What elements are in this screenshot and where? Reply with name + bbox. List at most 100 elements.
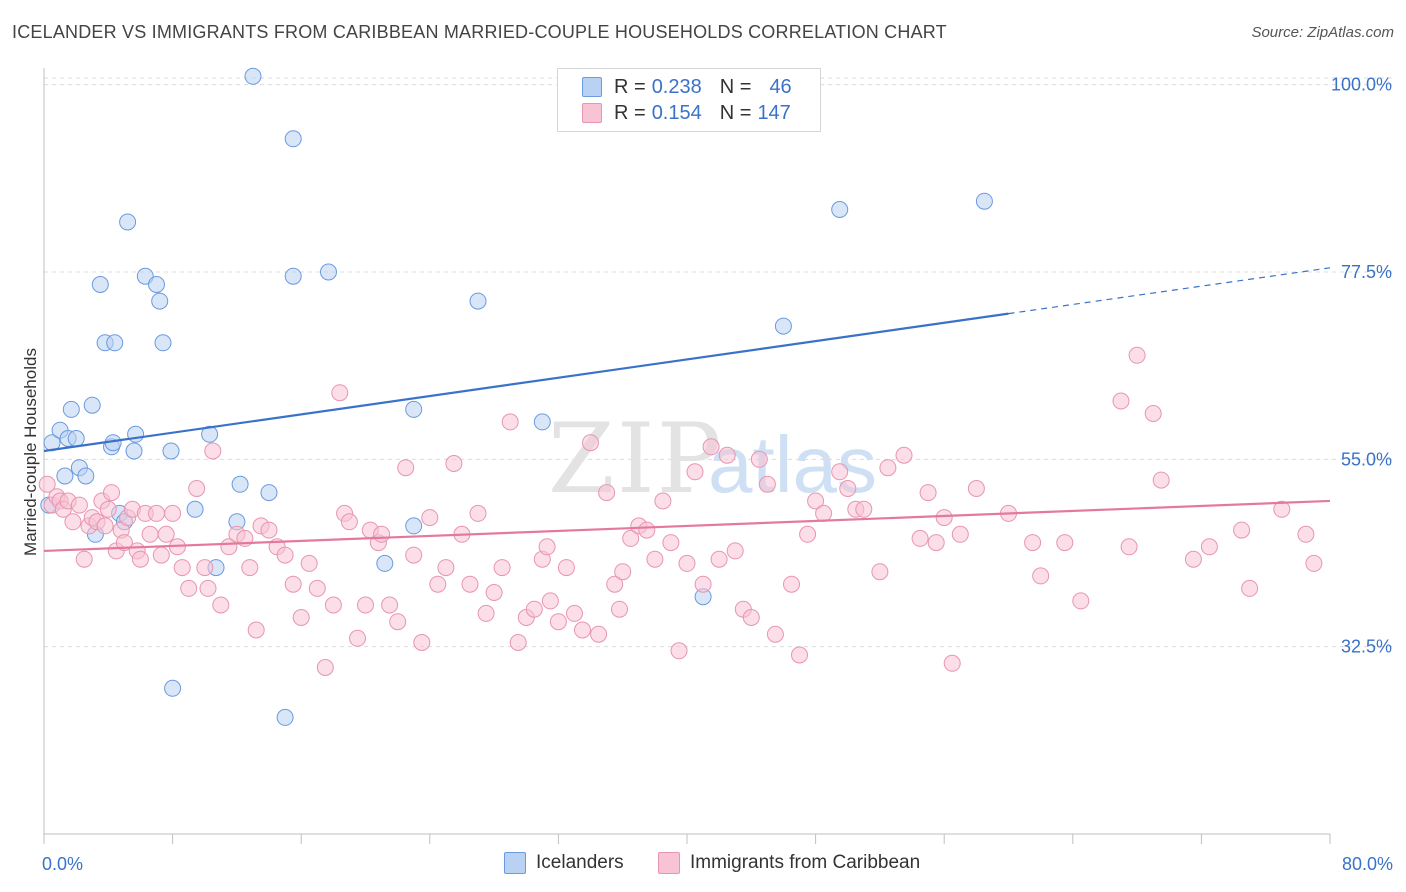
point-icelander xyxy=(162,442,180,460)
point-caribbean xyxy=(611,600,628,618)
legend-swatch-blue xyxy=(582,77,602,97)
point-caribbean xyxy=(381,596,399,614)
point-caribbean xyxy=(397,459,415,477)
point-caribbean xyxy=(247,621,265,639)
point-icelander xyxy=(376,554,394,572)
point-caribbean xyxy=(1144,405,1162,422)
point-icelander xyxy=(119,213,137,231)
point-caribbean xyxy=(413,634,431,651)
point-caribbean xyxy=(590,625,608,643)
stats-legend: R = 0.238 N = 46 R = 0.154 N = 147 xyxy=(557,68,821,132)
point-caribbean xyxy=(967,480,985,497)
legend-r-value: 0.154 xyxy=(651,101,702,124)
point-icelander xyxy=(231,475,249,493)
point-caribbean xyxy=(204,442,222,460)
series-icelanders xyxy=(40,67,993,726)
point-caribbean xyxy=(606,575,624,593)
point-caribbean xyxy=(742,609,760,626)
legend-r-label: R = xyxy=(614,101,646,124)
point-caribbean xyxy=(1273,500,1291,518)
point-icelander xyxy=(284,267,302,285)
point-caribbean xyxy=(582,434,599,452)
point-caribbean xyxy=(141,525,159,543)
point-caribbean xyxy=(566,604,583,622)
point-caribbean xyxy=(538,538,556,556)
chart-source: Source: ZipAtlas.com xyxy=(1251,24,1394,41)
point-icelander xyxy=(284,130,302,148)
point-caribbean xyxy=(927,534,945,552)
point-caribbean xyxy=(1024,534,1042,552)
legend-row-caribbean: R = 0.154 N = 147 xyxy=(582,101,791,125)
point-caribbean xyxy=(501,413,519,431)
point-caribbean xyxy=(541,592,559,610)
point-icelander xyxy=(154,334,172,352)
point-caribbean xyxy=(157,525,175,543)
point-caribbean xyxy=(199,579,217,597)
point-icelander xyxy=(91,276,109,293)
point-caribbean xyxy=(96,517,114,535)
point-caribbean xyxy=(549,613,567,631)
legend-row-icelanders: R = 0.238 N = 46 xyxy=(582,75,792,99)
point-caribbean xyxy=(461,575,479,593)
legend-swatch-caribbean xyxy=(658,852,680,874)
point-icelander xyxy=(831,201,849,218)
point-icelander xyxy=(67,430,85,447)
point-caribbean xyxy=(750,450,768,468)
point-caribbean xyxy=(1297,525,1315,543)
point-caribbean xyxy=(791,646,808,664)
point-caribbean xyxy=(477,604,495,622)
point-icelander xyxy=(405,517,423,535)
series-legend: Icelanders Immigrants from Caribbean xyxy=(0,852,1406,880)
point-caribbean xyxy=(879,459,897,477)
point-caribbean xyxy=(493,559,511,577)
point-icelander xyxy=(405,400,423,418)
point-caribbean xyxy=(710,550,728,568)
point-caribbean xyxy=(1120,538,1138,556)
point-caribbean xyxy=(509,634,527,651)
point-caribbean xyxy=(702,438,720,456)
legend-item-icelanders[interactable]: Icelanders xyxy=(504,852,624,874)
point-caribbean xyxy=(718,446,736,464)
point-caribbean xyxy=(670,642,688,660)
point-caribbean xyxy=(373,525,391,543)
point-icelander xyxy=(127,425,145,443)
point-caribbean xyxy=(75,550,93,568)
point-caribbean xyxy=(557,559,575,577)
point-caribbean xyxy=(64,513,82,531)
chart-title: ICELANDER VS IMMIGRANTS FROM CARIBBEAN M… xyxy=(12,22,947,42)
point-icelander xyxy=(106,334,124,352)
legend-item-caribbean[interactable]: Immigrants from Caribbean xyxy=(658,852,920,874)
point-icelander xyxy=(244,67,262,85)
y-tick-label: 55.0% xyxy=(1341,449,1392,469)
point-caribbean xyxy=(389,613,407,631)
legend-n-label: N = xyxy=(719,101,752,124)
point-caribbean xyxy=(1056,534,1074,552)
point-caribbean xyxy=(164,504,182,522)
legend-n-value: 147 xyxy=(757,101,791,124)
legend-label-caribbean: Immigrants from Caribbean xyxy=(690,852,921,873)
trendline-caribbean xyxy=(43,499,1331,553)
point-caribbean xyxy=(331,384,349,402)
point-caribbean xyxy=(831,463,849,481)
points-layer xyxy=(38,67,1323,726)
point-caribbean xyxy=(292,609,310,626)
point-caribbean xyxy=(308,579,326,597)
point-caribbean xyxy=(276,546,294,564)
point-caribbean xyxy=(212,596,230,614)
point-caribbean xyxy=(622,529,640,547)
point-caribbean xyxy=(678,554,696,572)
point-caribbean xyxy=(871,563,889,581)
point-icelander xyxy=(56,467,74,485)
y-tick-label: 77.5% xyxy=(1341,262,1392,282)
point-caribbean xyxy=(437,559,455,577)
point-caribbean xyxy=(38,475,56,493)
point-caribbean xyxy=(919,484,937,502)
y-tick-label: 32.5% xyxy=(1341,637,1392,657)
point-icelander xyxy=(975,192,993,210)
legend-n-label: N = xyxy=(719,75,752,98)
x-tick-label-min: 0.0% xyxy=(42,854,83,874)
point-caribbean xyxy=(943,654,961,672)
y-axis-title: Married-couple Households xyxy=(21,348,40,556)
point-icelander xyxy=(186,500,204,518)
